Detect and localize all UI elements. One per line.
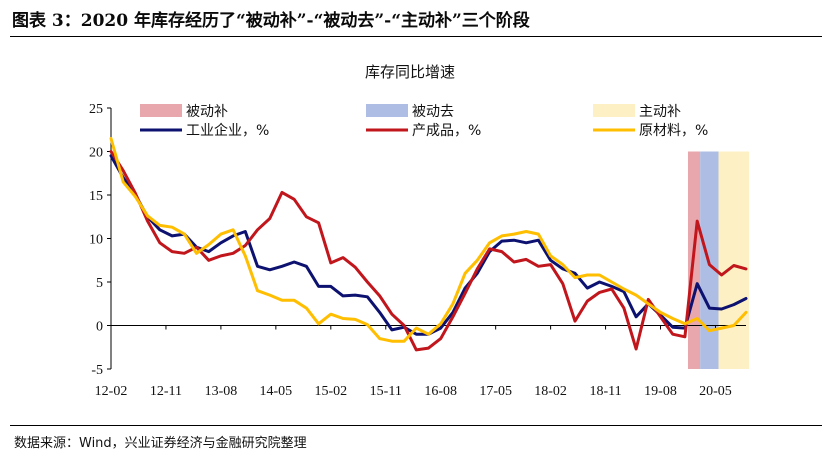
source-note: 数据来源：Wind，兴业证券经济与金融研究院整理 — [14, 436, 307, 451]
y-tick-label: 0 — [96, 320, 103, 335]
legend-swatch-phase — [593, 104, 635, 117]
figure-title: 图表 3：2020 年库存经历了“被动补”-“被动去”-“主动补”三个阶段 — [12, 11, 530, 31]
legend-label-phase: 被动补 — [186, 104, 228, 120]
legend-label-phase: 主动补 — [639, 104, 681, 120]
x-tick-label: 12-02 — [95, 384, 128, 399]
legend-label-series: 产成品，% — [412, 123, 481, 139]
y-tick-label: 15 — [89, 189, 103, 204]
y-tick-label: 5 — [96, 276, 103, 291]
legend-label-series: 工业企业，% — [186, 122, 269, 139]
legend-label-phase: 被动去 — [412, 104, 454, 120]
y-tick-label: 10 — [89, 233, 103, 248]
x-tick-label: 15-02 — [314, 384, 347, 399]
x-tick-label: 20-05 — [699, 384, 732, 399]
axes: -5 0 5 10 15 20 25 12-02 12-11 13-08 14-05 15-02 15-… — [89, 102, 746, 399]
legend-swatch-phase — [140, 104, 182, 117]
phase-band-3 — [718, 151, 750, 369]
title-divider — [10, 36, 822, 37]
x-tick-label: 12-11 — [150, 384, 182, 399]
legend-swatch-phase — [366, 104, 408, 117]
x-tick-label: 17-05 — [479, 384, 512, 399]
phase-bands — [687, 151, 750, 369]
x-tick-label: 18-02 — [534, 384, 567, 399]
x-tick-label: 18-11 — [589, 384, 621, 399]
x-tick-label: 19-08 — [644, 384, 677, 399]
chart-svg: 库存同比增速 -5 0 5 10 15 20 25 12-02 12-11 13-08 14-05 1… — [89, 63, 750, 399]
series-line-3 — [109, 137, 748, 343]
x-tick-label: 16-08 — [424, 384, 457, 399]
source-divider — [10, 425, 822, 426]
x-tick-label: 14-05 — [260, 384, 293, 399]
y-tick-label: 25 — [89, 102, 103, 117]
y-tick-label: -5 — [91, 363, 103, 378]
series-line-2 — [109, 150, 748, 352]
series-lines — [109, 137, 748, 352]
x-tick-label: 15-11 — [370, 384, 402, 399]
chart-title: 库存同比增速 — [365, 63, 455, 81]
x-tick-label: 13-08 — [205, 384, 238, 399]
legend-label-series: 原材料，% — [639, 123, 708, 139]
y-tick-label: 20 — [89, 146, 103, 161]
